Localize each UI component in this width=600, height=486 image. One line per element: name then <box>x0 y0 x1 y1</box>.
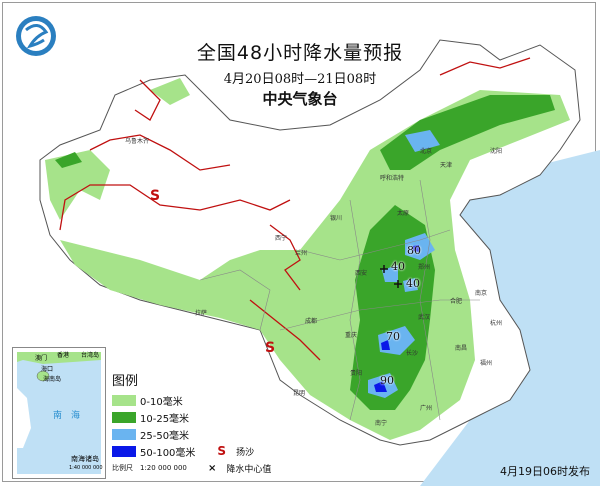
city-label: 广州 <box>420 405 433 412</box>
city-label: 天津 <box>440 162 453 169</box>
legend: 图例 0-10毫米 10-25毫米 25-50毫米 50-100毫米 S 扬沙 … <box>112 374 302 478</box>
inset-label: 海南岛 <box>43 376 62 383</box>
map-scale: 比例尺 1:20 000 000 <box>112 464 187 472</box>
precip-center-label: 降水中心值 <box>226 464 272 475</box>
city-label: 西安 <box>355 270 368 277</box>
inset-label: 澳门 <box>35 355 48 362</box>
rain-area <box>55 152 82 168</box>
city-label: 沈阳 <box>490 148 503 155</box>
legend-item: 10-25毫米 <box>112 409 302 425</box>
city-label: 南宁 <box>375 420 388 427</box>
city-label: 兰州 <box>295 250 308 257</box>
city-label: 拉萨 <box>195 310 208 317</box>
legend-footer: 比例尺 1:20 000 000 × 降水中心值 <box>112 460 302 476</box>
issuer: 中央气象台 <box>262 90 338 108</box>
rain-50-100-areas <box>374 245 419 392</box>
issue-time: 4月19日06时发布 <box>500 465 590 478</box>
legend-swatch <box>112 428 136 440</box>
inset-label: 海口 <box>41 366 54 373</box>
city-label: 合肥 <box>450 298 463 305</box>
city-label: 武汉 <box>418 314 431 321</box>
rain-area <box>413 245 419 252</box>
city-label: 昆明 <box>293 390 306 397</box>
dust-symbol-icon: S <box>217 444 227 458</box>
city-label: 乌鲁木齐 <box>125 138 150 145</box>
precip-center-markers <box>380 265 402 288</box>
precip-center-icon <box>380 265 388 273</box>
sea-label: 南 海 <box>53 411 81 421</box>
dust-label: 扬沙 <box>236 447 255 458</box>
city-label: 银川 <box>330 215 343 222</box>
region-boundaries <box>59 57 531 361</box>
city-label: 西宁 <box>275 235 288 242</box>
precip-center-icon: × <box>208 462 217 474</box>
center-value: 80 <box>407 244 421 257</box>
legend-swatch <box>112 445 136 457</box>
province-boundaries <box>199 179 480 421</box>
legend-item: 0-10毫米 <box>112 392 302 408</box>
legend-swatch <box>112 411 136 423</box>
forecast-period: 4月20日08时—21日08时 <box>223 72 377 87</box>
center-value: 40 <box>391 260 405 273</box>
rain-area <box>45 150 110 220</box>
city-label: 重庆 <box>345 332 358 339</box>
rain-area <box>380 95 555 170</box>
cma-logo-icon <box>16 16 56 56</box>
city-label: 南京 <box>475 290 488 297</box>
city-label: 郑州 <box>418 264 431 271</box>
precip-center-icon <box>394 280 402 288</box>
inset-label: 香港 <box>57 352 70 359</box>
legend-label: 10-25毫米 <box>140 413 190 425</box>
legend-label: 25-50毫米 <box>140 430 190 442</box>
center-value: 70 <box>386 330 400 343</box>
rain-area <box>150 78 190 105</box>
legend-item: 50-100毫米 S 扬沙 <box>112 443 302 459</box>
legend-heading: 图例 <box>112 374 139 389</box>
inset-label: 台湾岛 <box>81 352 100 359</box>
islands-label: 南海诸岛 <box>71 455 99 463</box>
sea-area <box>420 150 600 486</box>
dust-symbol-icon: S <box>150 188 160 204</box>
city-label: 北京 <box>420 148 433 155</box>
city-label: 杭州 <box>490 320 503 327</box>
center-value: 90 <box>380 374 394 387</box>
city-label: 贵阳 <box>350 370 363 377</box>
legend-swatch <box>112 394 136 406</box>
rain-area <box>403 278 418 292</box>
dust-symbol-icon: S <box>265 340 275 356</box>
rain-area <box>60 90 570 440</box>
city-label: 成都 <box>305 318 318 325</box>
city-label: 长沙 <box>406 350 419 357</box>
city-label: 南昌 <box>455 345 468 352</box>
rain-area <box>374 381 387 392</box>
inset-scale: 1:40 000 000 <box>69 465 103 471</box>
map-title: 全国48小时降水量预报 <box>196 42 404 64</box>
south-china-sea-inset: 海口 海南岛 澳门 香港 台湾岛 南 海 南海诸岛 1:40 000 000 <box>12 347 106 479</box>
rain-area <box>405 130 440 152</box>
legend-item: 25-50毫米 <box>112 426 302 442</box>
center-value: 40 <box>406 277 420 290</box>
legend-label: 50-100毫米 <box>140 447 196 459</box>
rain-0-10-areas <box>45 78 570 440</box>
legend-label: 0-10毫米 <box>140 396 183 408</box>
city-label: 福州 <box>480 360 493 367</box>
city-label: 呼和浩特 <box>380 175 405 182</box>
rain-area <box>381 340 390 350</box>
city-label: 太原 <box>397 210 410 217</box>
